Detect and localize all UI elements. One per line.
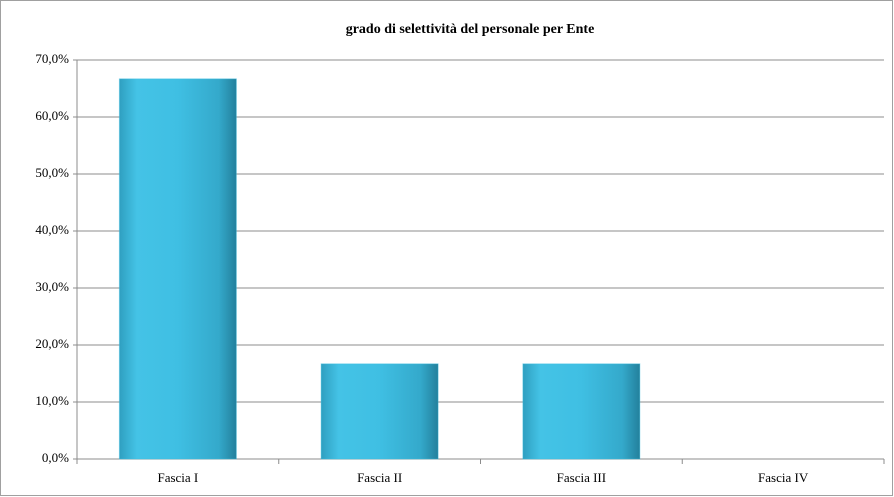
y-tick-label: 20,0% [35, 336, 69, 351]
y-tick-label: 30,0% [35, 279, 69, 294]
y-tick-label: 50,0% [35, 165, 69, 180]
chart-title: grado di selettività del personale per E… [346, 22, 595, 37]
bar [522, 363, 641, 460]
bar [118, 78, 237, 460]
x-tick-label: Fascia III [557, 470, 606, 485]
x-tick-label: Fascia I [157, 470, 198, 485]
x-tick-label: Fascia II [357, 470, 402, 485]
y-tick-label: 70,0% [35, 51, 69, 66]
y-tick-label: 40,0% [35, 222, 69, 237]
y-tick-label: 0,0% [42, 450, 69, 465]
bar [320, 363, 439, 460]
y-tick-label: 10,0% [35, 393, 69, 408]
y-tick-label: 60,0% [35, 108, 69, 123]
x-tick-label: Fascia IV [758, 470, 809, 485]
